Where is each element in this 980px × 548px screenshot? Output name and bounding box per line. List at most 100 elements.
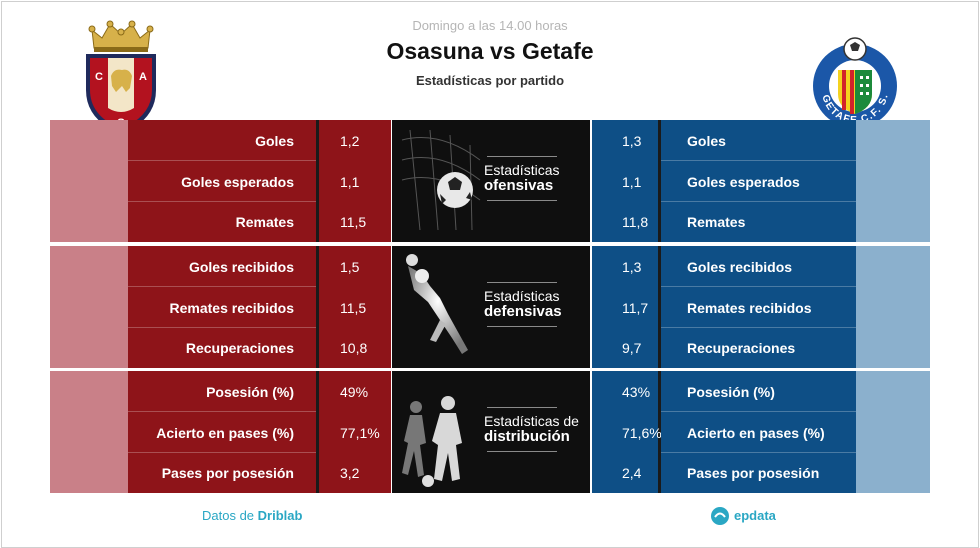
osasuna-crest-icon: C A O [86,20,156,134]
home-label-column: Posesión (%) Acierto en pases (%) Pases … [128,371,316,493]
category-line1: Estadísticas [484,162,560,178]
away-value-column: 1,3 1,1 11,8 [592,120,661,242]
soccer-net-icon [401,130,481,231]
category-line2: defensivas [484,303,562,320]
brand-name: epdata [734,508,776,523]
divider-line [487,407,557,408]
crest-letter-a: A [139,71,147,83]
category-line1: Estadísticas [484,288,560,304]
row-divider [661,160,856,161]
home-label-column: Goles recibidos Remates recibidos Recupe… [128,246,316,368]
row-divider [128,160,316,161]
source-prefix: Datos de [202,508,255,523]
category-label: Estadísticas ofensivas [484,162,559,194]
home-accent-band [50,246,128,368]
source-name: Driblab [257,508,303,523]
page-title: Osasuna vs Getafe [386,38,594,64]
goalkeeper-icon [406,254,468,354]
players-icon [402,396,462,487]
divider-line [487,326,557,327]
row-divider [661,327,856,328]
away-value-column: 1,3 11,7 9,7 [592,246,661,368]
stat-label: Goles [255,133,294,149]
home-label-column: Goles Goles esperados Remates [128,120,316,242]
stat-label: Posesión (%) [687,384,775,400]
away-value: 71,6% [622,425,662,441]
category-panel-offensive: Estadísticas ofensivas [392,120,590,242]
away-accent-band [856,120,930,242]
away-value: 1,1 [622,174,642,190]
away-label-column: Posesión (%) Acierto en pases (%) Pases … [661,371,856,493]
home-value-column: 49% 77,1% 3,2 [316,371,391,493]
home-value: 1,1 [340,174,360,190]
home-value: 3,2 [340,465,360,481]
stat-label: Recuperaciones [185,340,294,356]
stat-label: Goles recibidos [188,259,294,275]
home-value: 11,5 [340,214,367,230]
row-divider [661,286,856,287]
stat-label: Goles [687,133,726,149]
away-accent-band [856,246,930,368]
divider-line [487,451,557,452]
away-value: 11,8 [622,214,649,230]
stat-label: Pases por posesión [161,465,294,481]
away-value: 2,4 [622,465,642,481]
home-value: 10,8 [340,340,368,356]
home-value-column: 1,2 1,1 11,5 [316,120,391,242]
away-value: 11,7 [622,300,649,316]
divider-line [487,156,557,157]
home-value: 1,5 [340,259,360,275]
crest-letter-c: C [95,71,103,83]
header: Domingo a las 14.00 horas Osasuna vs Get… [0,0,980,110]
away-value: 1,3 [622,133,642,149]
category-line2: ofensivas [484,177,554,194]
home-value: 11,5 [340,300,367,316]
row-divider [128,201,316,202]
stat-label: Goles esperados [181,174,294,190]
stat-label: Remates [687,214,746,230]
category-label: Estadísticas defensivas [484,288,562,320]
page-subtitle: Estadísticas por partido [415,73,565,88]
stat-label: Pases por posesión [687,465,820,481]
category-panel-distribution: Estadísticas de distribución [392,371,590,493]
row-divider [661,201,856,202]
row-divider [661,452,856,453]
home-accent-band [50,371,128,493]
away-value: 43% [622,384,651,400]
divider-line [487,282,557,283]
stat-label: Remates recibidos [169,300,295,316]
category-panel-defensive: Estadísticas defensivas [392,246,590,368]
divider-line [487,200,557,201]
row-divider [661,411,856,412]
away-value: 9,7 [622,340,642,356]
away-label-column: Goles Goles esperados Remates [661,120,856,242]
getafe-crest-icon: GETAFE C.F. S.A.D. [808,36,897,128]
home-value: 49% [340,384,369,400]
home-accent-band [50,120,128,242]
home-value: 1,2 [340,133,360,149]
category-line1: Estadísticas de [484,413,579,429]
home-value: 77,1% [340,425,380,441]
category-line2: distribución [484,428,570,445]
stat-label: Goles esperados [687,174,800,190]
row-divider [128,327,316,328]
away-accent-band [856,371,930,493]
epdata-logo-icon [711,507,729,525]
stat-label: Remates [235,214,294,230]
away-label-column: Goles recibidos Remates recibidos Recupe… [661,246,856,368]
stat-label: Goles recibidos [687,259,793,275]
row-divider [128,452,316,453]
stat-label: Recuperaciones [687,340,796,356]
match-time: Domingo a las 14.00 horas [412,18,568,33]
away-value-column: 43% 71,6% 2,4 [592,371,662,493]
stat-label: Remates recibidos [687,300,812,316]
stat-label: Posesión (%) [206,384,294,400]
row-divider [128,411,316,412]
home-value-column: 1,5 11,5 10,8 [316,246,391,368]
data-source: Datos de Driblab [202,508,302,523]
category-label: Estadísticas de distribución [484,413,579,445]
stat-label: Acierto en pases (%) [687,425,825,441]
row-divider [128,286,316,287]
away-value: 1,3 [622,259,642,275]
stat-label: Acierto en pases (%) [156,425,294,441]
